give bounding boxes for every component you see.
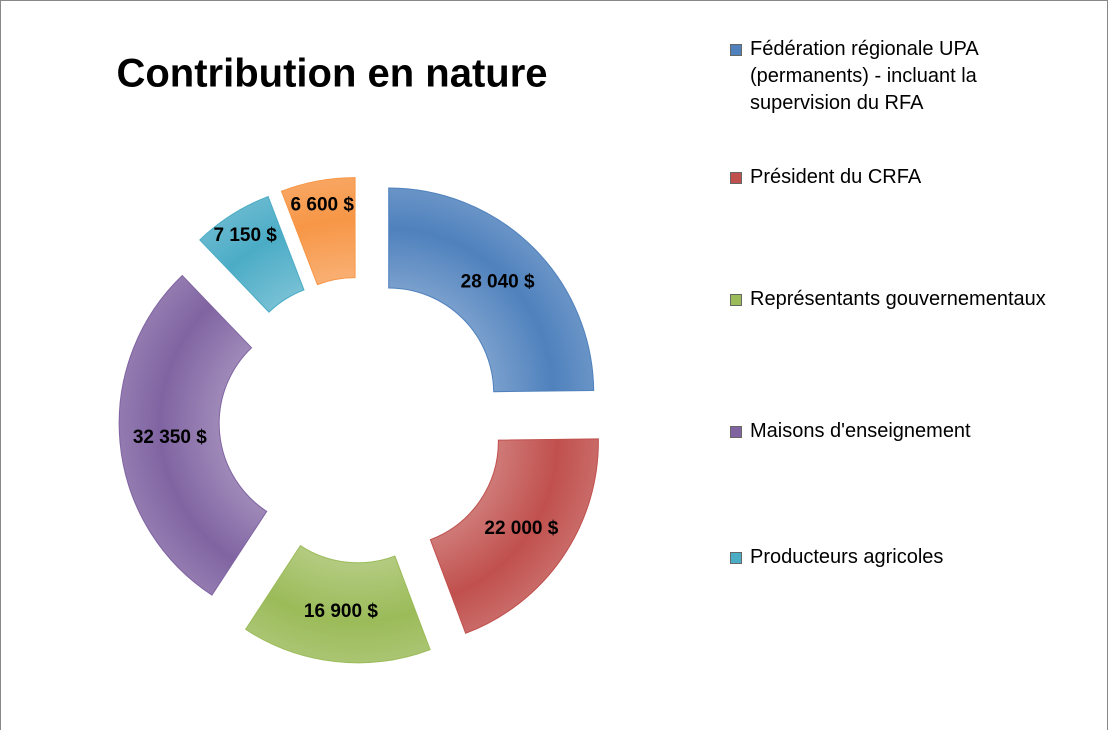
legend-label: Président du CRFA (750, 166, 922, 188)
legend-swatch (730, 552, 742, 564)
data-label: 7 150 $ (213, 225, 277, 246)
legend-label: Maisons d'enseignement (750, 420, 971, 442)
donut-slice (199, 195, 305, 313)
legend-entry: Président du CRFA (730, 164, 1050, 191)
legend-label: Fédération régionale UPA (permanents) - … (750, 38, 978, 114)
legend-label: Producteurs agricoles (750, 546, 944, 568)
legend-entry: Producteurs agricoles (730, 544, 1050, 571)
data-label: 32 350 $ (133, 427, 207, 448)
legend-entry: Représentants gouvernementaux (730, 286, 1050, 313)
chart-title: Contribution en nature (116, 52, 547, 96)
legend-entry: Maisons d'enseignement (730, 418, 1050, 445)
data-label: 22 000 $ (484, 518, 558, 539)
data-label: 28 040 $ (461, 272, 535, 293)
donut-slice (118, 274, 268, 596)
legend-swatch (730, 172, 742, 184)
legend-entry: Fédération régionale UPA (permanents) - … (730, 36, 1050, 117)
donut-slice (429, 438, 599, 634)
legend-swatch (730, 426, 742, 438)
legend-swatch (730, 294, 742, 306)
data-label: 16 900 $ (304, 601, 378, 622)
donut-slice (388, 187, 595, 393)
legend-swatch (730, 44, 742, 56)
data-label: 6 600 $ (291, 195, 355, 216)
donut-slice (280, 177, 356, 286)
legend-label: Représentants gouvernementaux (750, 288, 1046, 310)
donut-slice (244, 544, 431, 664)
